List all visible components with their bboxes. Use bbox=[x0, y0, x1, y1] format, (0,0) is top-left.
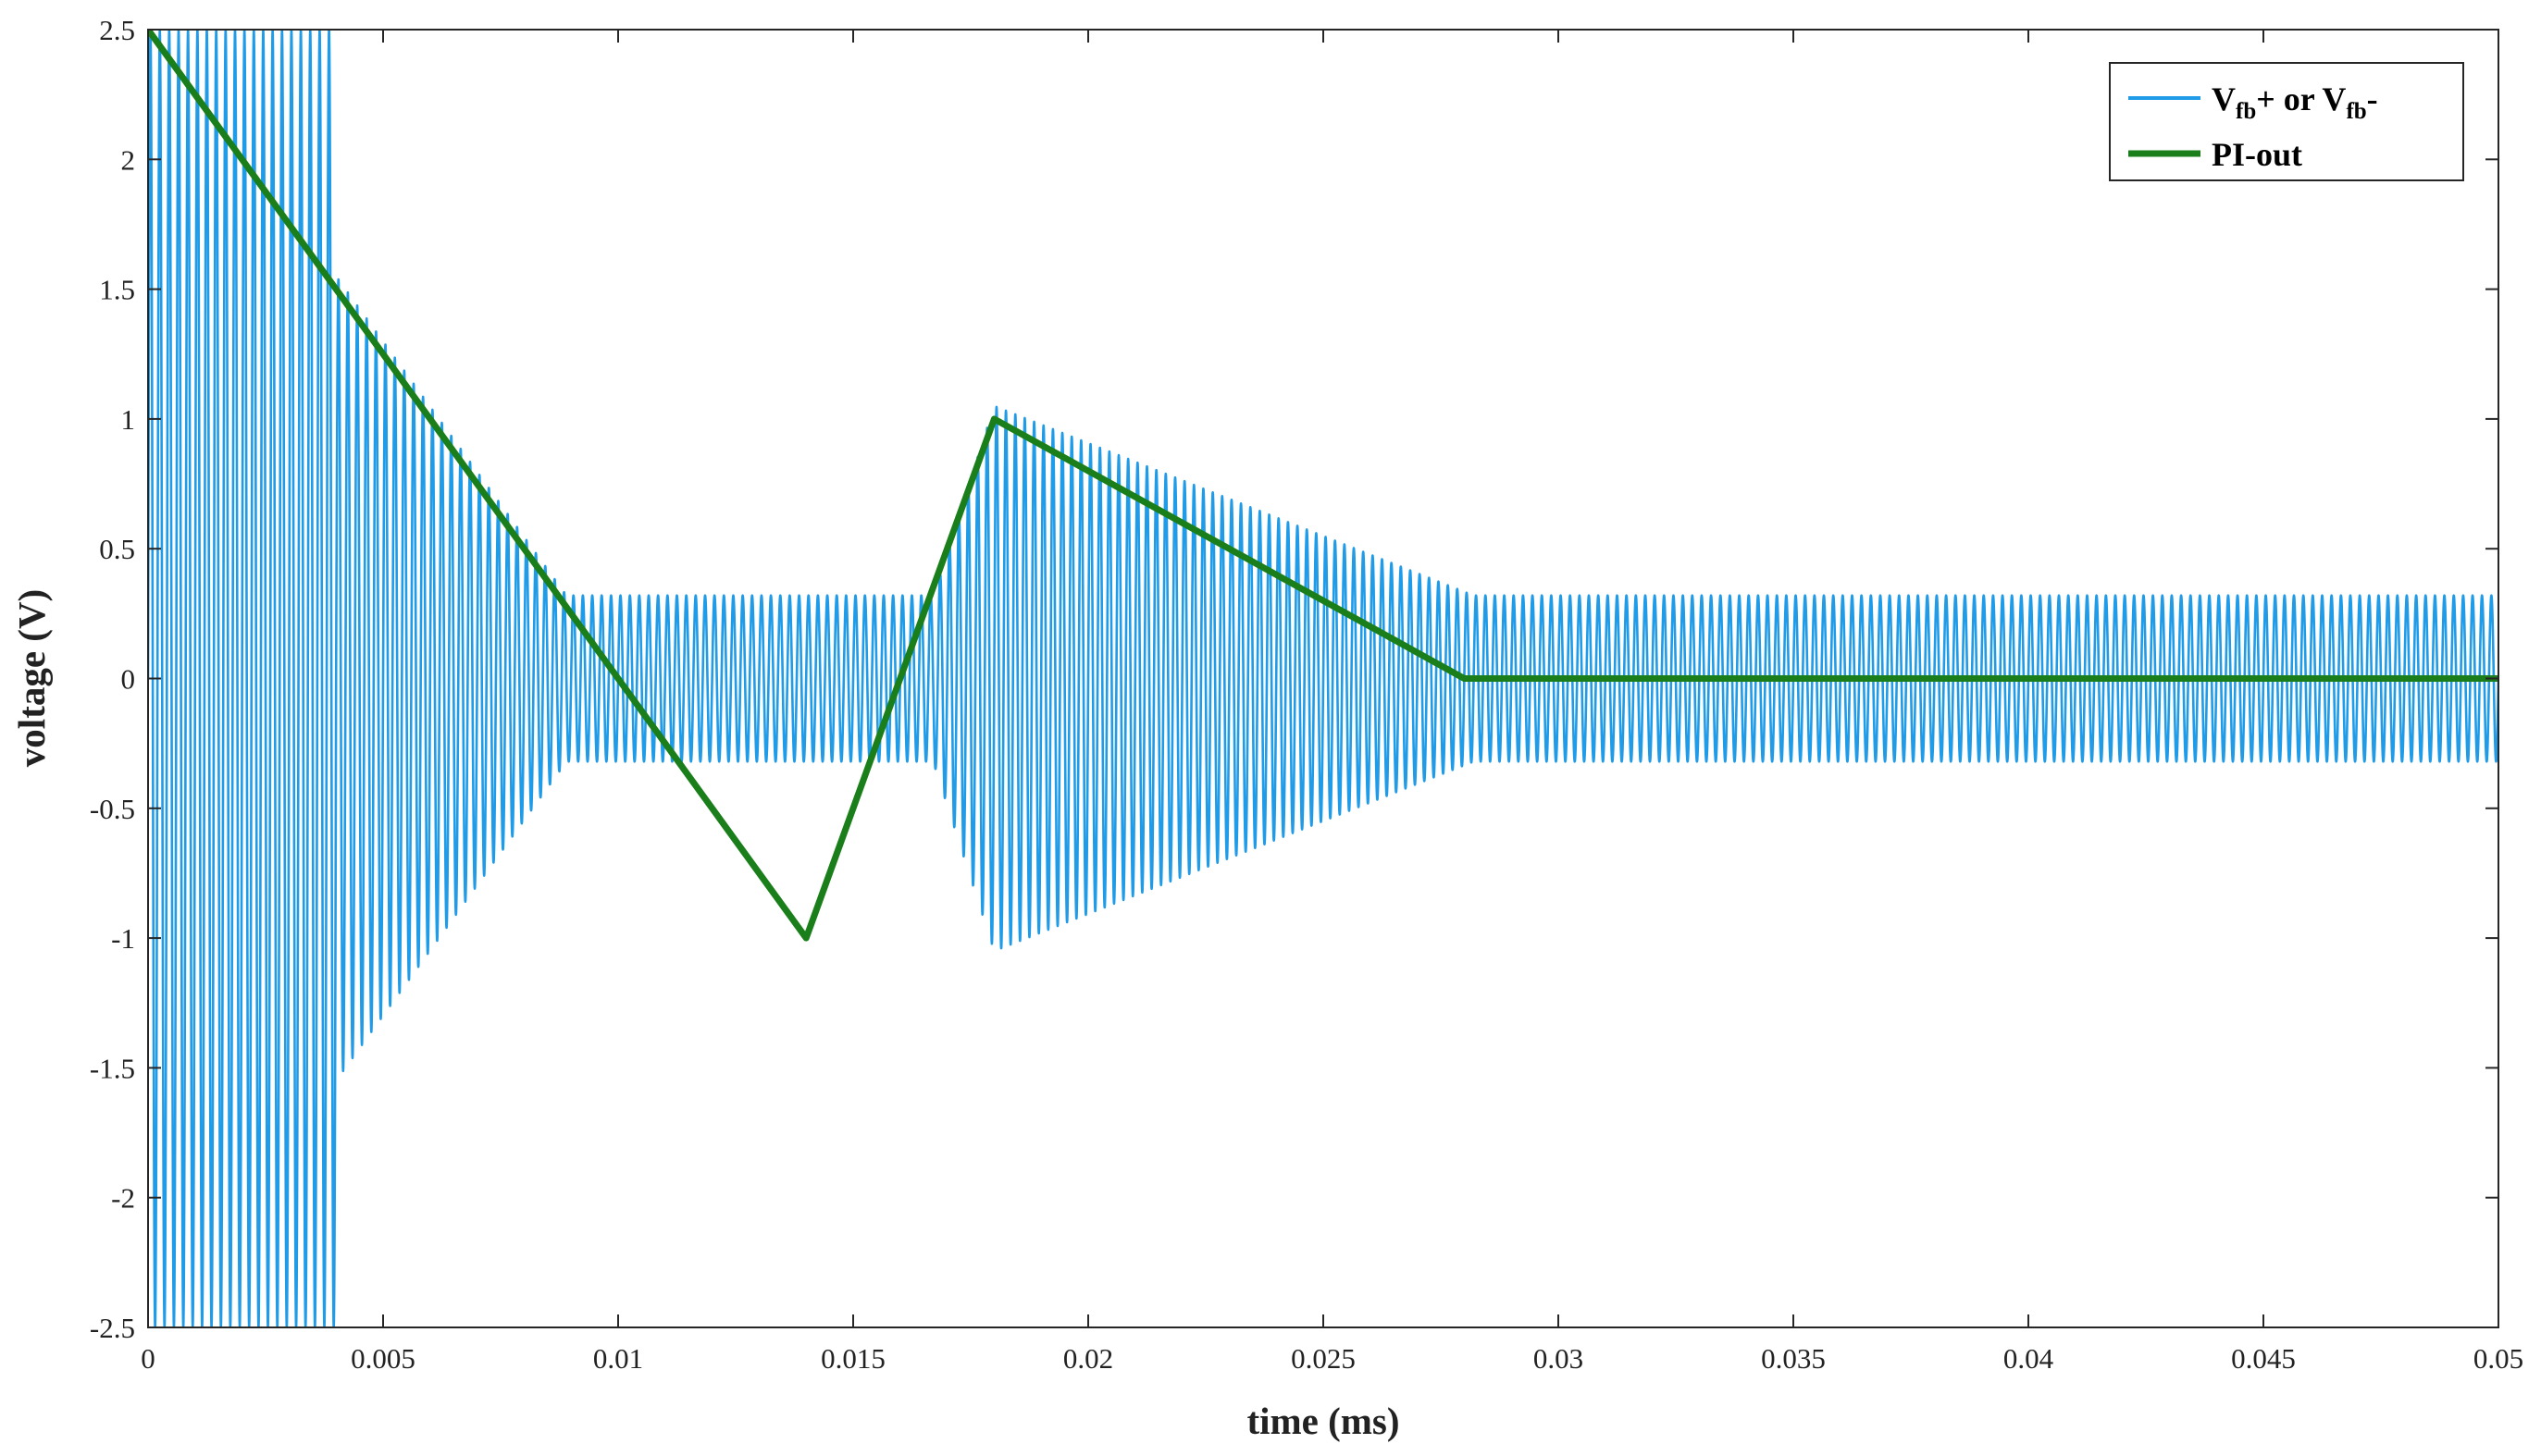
ticks-layer bbox=[147, 29, 2499, 1328]
y-tick-label: 0.5 bbox=[99, 533, 135, 565]
series-line-vfb bbox=[148, 30, 2498, 1327]
legend-label-pi-out: PI-out bbox=[2212, 136, 2302, 173]
x-tick-label: 0.04 bbox=[2003, 1342, 2054, 1375]
series-line-pi-out bbox=[148, 30, 2498, 942]
y-tick-label: -1 bbox=[111, 922, 135, 955]
x-tick-label: 0.03 bbox=[1533, 1342, 1583, 1375]
legend: Vfb+ or Vfb- PI-out bbox=[2109, 62, 2464, 181]
y-axis-title: voltage (V) bbox=[10, 589, 53, 767]
y-tick-label: -1.5 bbox=[90, 1052, 135, 1084]
x-tick-label: 0.045 bbox=[2231, 1342, 2296, 1375]
legend-box bbox=[2109, 62, 2464, 181]
x-tick-label: 0.05 bbox=[2473, 1342, 2523, 1375]
series-layer bbox=[148, 30, 2498, 1327]
x-tick-label: 0.01 bbox=[593, 1342, 643, 1375]
x-tick-label: 0.015 bbox=[821, 1342, 886, 1375]
y-tick-label: 0 bbox=[121, 663, 136, 696]
y-tick-label: 2.5 bbox=[99, 14, 135, 46]
y-tick-label: -0.5 bbox=[90, 793, 135, 825]
y-tick-label: -2.5 bbox=[90, 1312, 135, 1344]
x-tick-label: 0.025 bbox=[1291, 1342, 1356, 1375]
y-tick-label: -2 bbox=[111, 1182, 135, 1215]
y-tick-label: 1.5 bbox=[99, 274, 135, 306]
x-tick-label: 0.02 bbox=[1063, 1342, 1113, 1375]
y-tick-label: 1 bbox=[121, 403, 136, 436]
x-axis-title: time (ms) bbox=[1246, 1400, 1399, 1442]
x-tick-label: 0.035 bbox=[1761, 1342, 1826, 1375]
x-tick-label: 0 bbox=[141, 1342, 155, 1375]
legend-label-vfb: Vfb+ or Vfb- bbox=[2212, 80, 2378, 124]
tick-labels-layer: 0 0.005 0.01 0.015 0.02 0.025 0.03 0.035 0.04 0.0… bbox=[90, 14, 2523, 1375]
x-tick-label: 0.005 bbox=[351, 1342, 415, 1375]
y-tick-label: 2 bbox=[121, 143, 136, 176]
